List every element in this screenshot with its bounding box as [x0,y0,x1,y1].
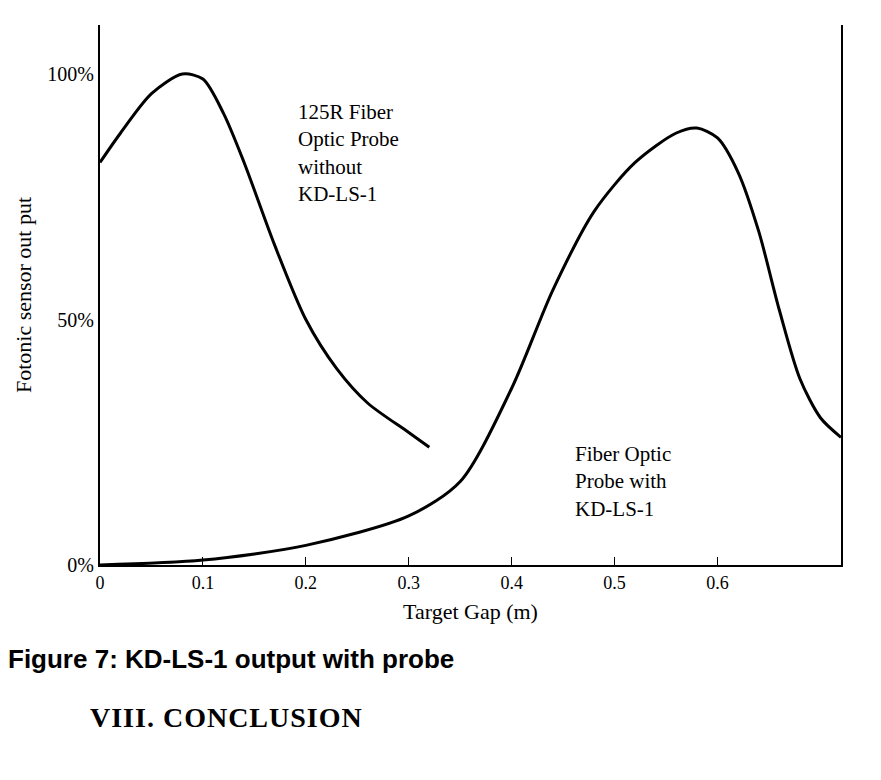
html-text:Figure 7: KD-LS-1 output with: Figure 7: KD-LS-1 output with probe [8,644,455,674]
svg-text:100%: 100% [47,63,94,85]
svg-text:0.4: 0.4 [500,573,523,593]
svg-text:0.5: 0.5 [603,573,626,593]
svg-text:50%: 50% [57,309,94,331]
svg-text:Fotonic sensor out put: Fotonic sensor out put [11,197,36,393]
svg-text:0%: 0% [67,554,94,576]
html-text:VIII. CONCLUSION: VIII. CONCLUSION [90,702,363,733]
svg-text:0.1: 0.1 [192,573,215,593]
svg-text:0.2: 0.2 [295,573,318,593]
svg-text:0.6: 0.6 [706,573,729,593]
svg-text:125R FiberOptic ProbewithoutKD: 125R FiberOptic ProbewithoutKD-LS-1 [298,100,399,206]
svg-text:Target Gap (m): Target Gap (m) [403,599,538,624]
svg-text:0.3: 0.3 [398,573,421,593]
svg-text:Fiber OpticProbe withKD-LS-1: Fiber OpticProbe withKD-LS-1 [575,442,671,521]
svg-text:0: 0 [96,573,105,593]
